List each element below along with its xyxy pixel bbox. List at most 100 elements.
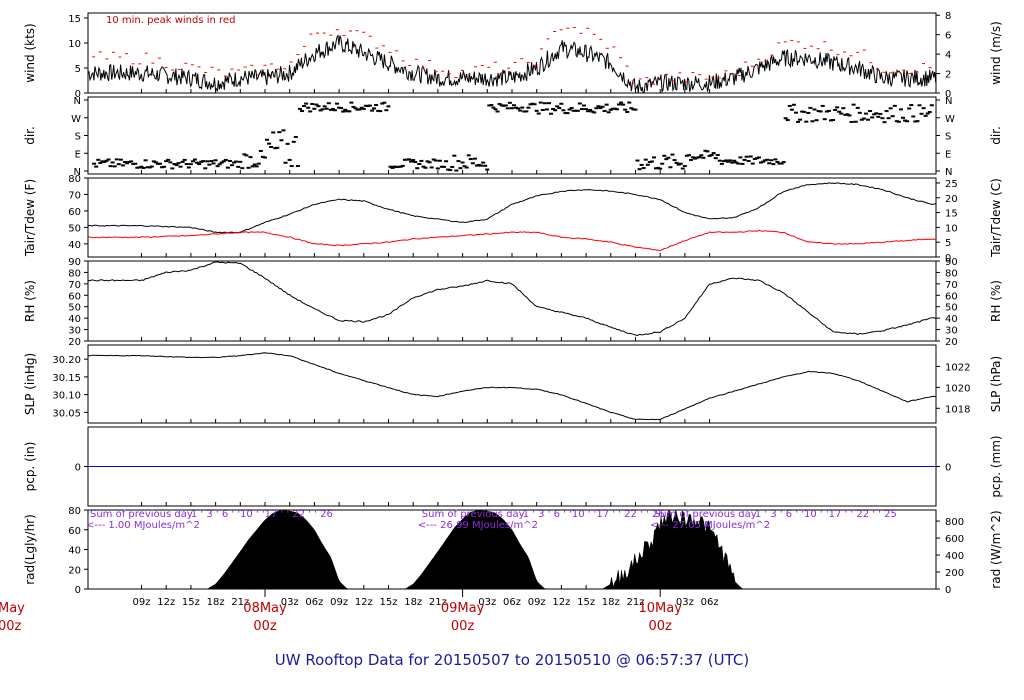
dir-point xyxy=(176,162,181,165)
dir-point xyxy=(563,112,568,115)
dir-point xyxy=(719,162,724,165)
dir-point xyxy=(859,118,864,121)
y-tick-label-right: 2 xyxy=(945,70,951,81)
dir-point xyxy=(219,161,224,164)
dir-point xyxy=(497,102,502,105)
dir-point xyxy=(905,120,910,123)
dir-point xyxy=(481,161,486,164)
y-tick-label-right: 40 xyxy=(945,314,958,325)
dir-point xyxy=(536,112,541,115)
dir-point xyxy=(765,158,770,161)
dir-point xyxy=(188,163,193,166)
y-tick-label: 30.15 xyxy=(52,373,81,384)
dir-point xyxy=(145,166,150,169)
y-tick-label-right: 20 xyxy=(945,194,958,205)
dir-point xyxy=(820,104,825,107)
dir-point xyxy=(660,162,665,165)
dir-point xyxy=(378,110,383,113)
dir-point xyxy=(635,159,640,162)
dir-point xyxy=(777,162,782,165)
dir-point xyxy=(260,155,265,158)
dir-point xyxy=(785,119,790,122)
dir-point xyxy=(849,120,854,123)
dir-point xyxy=(526,106,531,109)
dir-point xyxy=(565,112,570,115)
dir-point xyxy=(656,166,661,169)
panel-frame xyxy=(87,177,937,258)
dir-point xyxy=(178,165,183,168)
dir-point xyxy=(462,165,467,168)
dir-point xyxy=(439,165,444,168)
y-tick-label-right: 60 xyxy=(945,291,958,302)
dir-point xyxy=(590,110,595,113)
x-tick-label: 12z xyxy=(157,597,175,608)
dir-point xyxy=(328,108,333,111)
dir-point xyxy=(551,108,556,111)
dir-point xyxy=(621,103,626,106)
y-tick-label: 20 xyxy=(68,337,81,348)
dir-point xyxy=(909,104,914,107)
y-tick-label: 70 xyxy=(68,280,81,291)
dir-point xyxy=(898,108,903,111)
dir-point xyxy=(802,110,807,113)
x-tick-label: 15z xyxy=(577,597,595,608)
dir-point xyxy=(197,163,202,166)
dir-point xyxy=(705,150,710,153)
panel-rh: RH (%) RH (%)2030405060708090203040506070… xyxy=(23,257,1003,348)
dir-point xyxy=(164,160,169,163)
x-tick-label: 03z xyxy=(478,597,496,608)
dir-point xyxy=(571,109,576,112)
dir-point xyxy=(281,129,286,132)
y-axis-label-left: RH (%) xyxy=(23,280,37,322)
x-day-label: 10May xyxy=(638,601,682,616)
x-day-label: 08May xyxy=(243,601,287,616)
dir-point xyxy=(250,165,255,168)
dir-point xyxy=(886,117,891,120)
y-tick-label: 20 xyxy=(68,565,81,576)
dir-point xyxy=(180,160,185,163)
dir-point xyxy=(225,166,230,169)
dir-point xyxy=(96,158,101,161)
panels: wind (kts) wind (m/s) 0 5 10 15 0 2 4 6 8 10 min. p… xyxy=(23,11,1003,596)
dir-point xyxy=(392,165,397,168)
dir-point xyxy=(901,116,906,119)
dir-point xyxy=(217,163,222,166)
dir-point xyxy=(355,108,360,111)
dir-point xyxy=(147,166,152,169)
dir-point xyxy=(357,108,362,111)
dir-point xyxy=(466,154,471,157)
dir-point xyxy=(108,165,113,168)
dir-point xyxy=(324,107,329,110)
y-tick-label-right: 8 xyxy=(945,11,951,22)
dir-point xyxy=(472,157,477,160)
dir-point xyxy=(857,111,862,114)
dir-point xyxy=(761,160,766,163)
dir-point xyxy=(258,149,263,152)
dir-point xyxy=(390,166,395,169)
dir-point xyxy=(332,109,337,112)
dir-point xyxy=(120,164,125,167)
dir-point xyxy=(911,115,916,118)
y-axis-label-right: pcp. (mm) xyxy=(989,435,1003,497)
dir-point xyxy=(271,131,276,134)
dir-point xyxy=(518,109,523,112)
y-tick-label: 90 xyxy=(68,257,81,268)
dir-point xyxy=(110,161,115,164)
dir-point xyxy=(118,158,123,161)
dir-point xyxy=(242,153,247,156)
dir-point xyxy=(458,167,463,170)
dir-point xyxy=(561,109,566,112)
dir-point xyxy=(133,162,138,165)
rad-annotation-line2: <--- 26.99 MJoules/m^2 xyxy=(418,520,538,531)
y-tick-label: E xyxy=(75,149,81,160)
dir-point xyxy=(227,160,232,163)
x-day-label-left: May xyxy=(0,601,25,616)
dir-point xyxy=(454,169,459,172)
dir-point xyxy=(240,167,245,170)
dir-point xyxy=(831,118,836,121)
dir-point xyxy=(703,149,708,152)
dir-point xyxy=(320,108,325,111)
dir-point xyxy=(442,165,447,168)
y-axis-label-left: SLP (inHg) xyxy=(23,353,37,415)
dir-point xyxy=(894,120,899,123)
